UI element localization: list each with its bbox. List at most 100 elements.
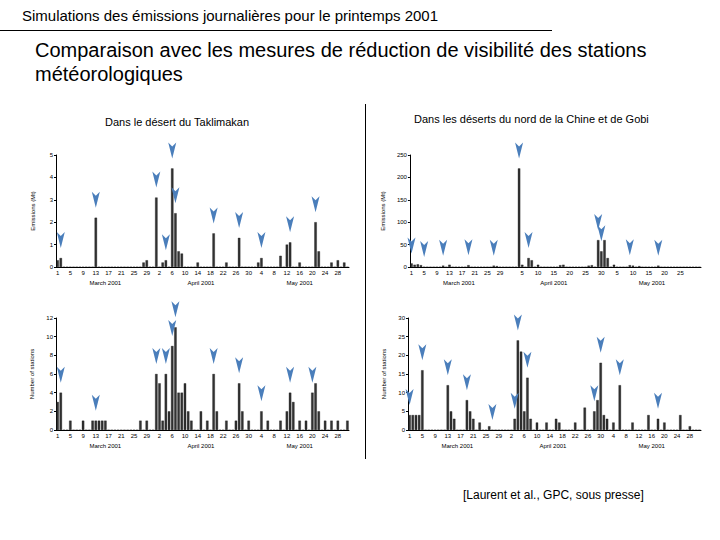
svg-text:1: 1 (56, 433, 60, 439)
svg-text:20: 20 (398, 352, 405, 358)
svg-text:30: 30 (598, 270, 605, 276)
svg-text:28: 28 (335, 270, 342, 276)
svg-text:8: 8 (50, 352, 54, 358)
svg-text:12: 12 (284, 433, 291, 439)
svg-text:30: 30 (398, 315, 405, 321)
svg-text:Number of stations: Number of stations (29, 349, 35, 399)
svg-text:13: 13 (92, 270, 99, 276)
svg-text:10: 10 (534, 433, 541, 439)
svg-text:22: 22 (220, 270, 227, 276)
svg-text:9: 9 (435, 270, 439, 276)
svg-text:5: 5 (422, 270, 426, 276)
svg-text:May 2001: May 2001 (286, 280, 313, 286)
svg-text:30: 30 (597, 433, 604, 439)
svg-text:5: 5 (50, 152, 54, 158)
svg-text:28: 28 (687, 433, 694, 439)
svg-text:18: 18 (207, 433, 214, 439)
svg-text:21: 21 (470, 433, 477, 439)
svg-text:150: 150 (397, 197, 408, 203)
svg-text:30: 30 (245, 433, 252, 439)
svg-text:9: 9 (81, 270, 85, 276)
svg-text:13: 13 (92, 433, 99, 439)
svg-text:1: 1 (408, 433, 412, 439)
svg-text:15: 15 (551, 270, 558, 276)
svg-text:10: 10 (535, 270, 542, 276)
svg-text:21: 21 (118, 433, 125, 439)
svg-text:10: 10 (398, 390, 405, 396)
svg-text:6: 6 (171, 270, 175, 276)
svg-text:2: 2 (158, 270, 162, 276)
svg-text:16: 16 (296, 433, 303, 439)
svg-text:14: 14 (546, 433, 553, 439)
svg-text:29: 29 (495, 433, 502, 439)
svg-text:13: 13 (444, 433, 451, 439)
svg-text:2: 2 (158, 433, 162, 439)
svg-text:25: 25 (131, 433, 138, 439)
svg-text:13: 13 (446, 270, 453, 276)
svg-text:April 2001: April 2001 (540, 280, 568, 286)
svg-text:4: 4 (260, 433, 264, 439)
svg-text:9: 9 (81, 433, 85, 439)
svg-text:200: 200 (397, 174, 408, 180)
svg-text:28: 28 (335, 433, 342, 439)
svg-text:22: 22 (220, 433, 227, 439)
svg-text:2: 2 (510, 433, 514, 439)
svg-text:50: 50 (400, 242, 407, 248)
svg-text:17: 17 (459, 270, 466, 276)
svg-text:30: 30 (245, 270, 252, 276)
svg-text:20: 20 (566, 270, 573, 276)
svg-text:1: 1 (56, 270, 60, 276)
svg-text:21: 21 (118, 270, 125, 276)
svg-text:26: 26 (233, 433, 240, 439)
svg-text:8: 8 (272, 270, 276, 276)
svg-text:4: 4 (260, 270, 264, 276)
svg-text:14: 14 (194, 270, 201, 276)
svg-text:25: 25 (677, 270, 684, 276)
svg-text:12: 12 (46, 315, 53, 321)
svg-text:0: 0 (50, 427, 54, 433)
svg-text:5: 5 (521, 270, 525, 276)
svg-text:4: 4 (612, 433, 616, 439)
svg-text:Number of stations: Number of stations (381, 349, 387, 399)
svg-text:17: 17 (105, 270, 112, 276)
svg-text:4: 4 (50, 174, 54, 180)
svg-text:1: 1 (410, 270, 414, 276)
svg-text:20: 20 (661, 270, 668, 276)
svg-text:9: 9 (433, 433, 437, 439)
svg-text:4: 4 (50, 390, 54, 396)
svg-text:April 2001: April 2001 (187, 280, 215, 286)
svg-text:25: 25 (398, 334, 405, 340)
svg-text:0: 0 (404, 264, 408, 270)
svg-text:10: 10 (630, 270, 637, 276)
svg-text:14: 14 (194, 433, 201, 439)
svg-text:Emissions (Mt): Emissions (Mt) (380, 191, 386, 231)
svg-text:26: 26 (233, 270, 240, 276)
svg-text:3: 3 (50, 197, 54, 203)
svg-text:March 2001: March 2001 (442, 443, 474, 449)
svg-text:May 2001: May 2001 (286, 443, 313, 449)
svg-text:10: 10 (46, 334, 53, 340)
svg-text:0: 0 (402, 427, 406, 433)
svg-text:25: 25 (483, 433, 490, 439)
svg-text:March 2001: March 2001 (90, 280, 122, 286)
svg-text:24: 24 (322, 270, 329, 276)
svg-text:250: 250 (397, 152, 408, 158)
svg-text:12: 12 (636, 433, 643, 439)
svg-text:8: 8 (272, 433, 276, 439)
svg-text:6: 6 (523, 433, 527, 439)
svg-text:26: 26 (585, 433, 592, 439)
svg-text:20: 20 (661, 433, 668, 439)
svg-text:Emissions (Mt): Emissions (Mt) (30, 191, 36, 231)
svg-text:10: 10 (182, 433, 189, 439)
svg-text:20: 20 (309, 433, 316, 439)
svg-text:0: 0 (50, 264, 54, 270)
svg-text:5: 5 (69, 270, 73, 276)
svg-text:24: 24 (322, 433, 329, 439)
svg-text:March 2001: March 2001 (443, 280, 475, 286)
svg-text:5: 5 (615, 270, 619, 276)
svg-text:18: 18 (207, 270, 214, 276)
svg-text:8: 8 (624, 433, 628, 439)
svg-text:29: 29 (143, 433, 150, 439)
svg-text:100: 100 (397, 219, 408, 225)
svg-text:March 2001: March 2001 (90, 443, 122, 449)
